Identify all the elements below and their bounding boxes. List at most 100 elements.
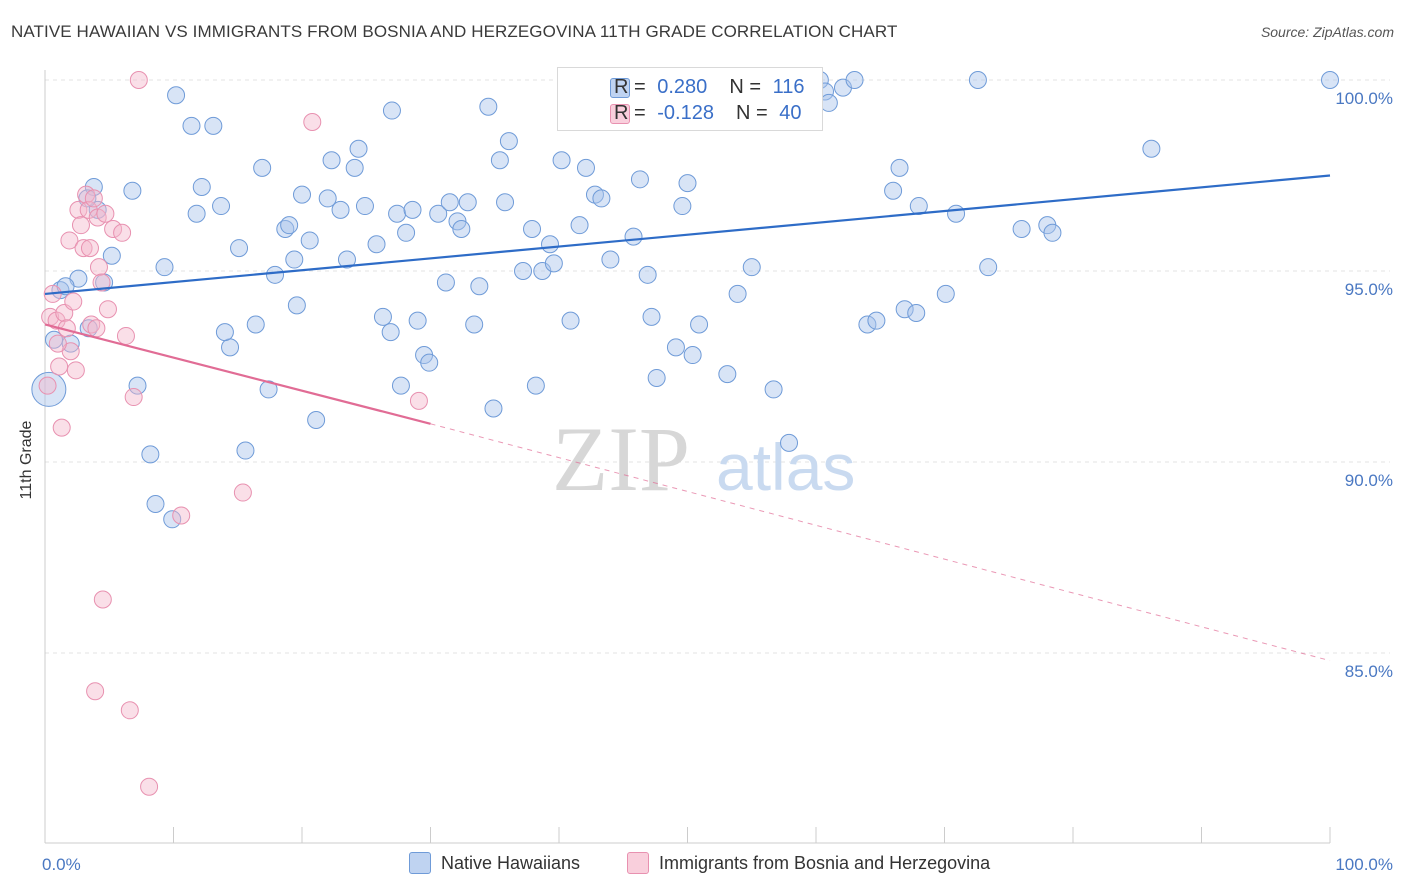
point-native-hawaiians-56 — [452, 219, 471, 238]
point-native-hawaiians-61 — [484, 399, 503, 418]
point-native-hawaiians-118 — [1043, 223, 1062, 242]
n-label-2: N = — [735, 101, 768, 124]
point-native-hawaiians-31 — [285, 250, 304, 269]
point-native-hawaiians-9 — [102, 246, 121, 265]
point-native-hawaiians-69 — [541, 235, 560, 254]
point-native-hawaiians-24 — [236, 441, 255, 460]
correlation-legend-box: R = 0.280 N = 116 R = -0.128 N = 40 — [557, 67, 823, 131]
point-native-hawaiians-106 — [867, 311, 886, 330]
point-native-hawaiians-86 — [666, 338, 685, 357]
x-tick-label-0: 0.0% — [42, 855, 81, 874]
point-immigrants-bosnia-10 — [64, 292, 83, 311]
trend-line-immigrants-bosnia — [44, 323, 431, 425]
point-native-hawaiians-57 — [458, 193, 477, 212]
point-immigrants-bosnia-0 — [38, 376, 57, 395]
point-native-hawaiians-80 — [624, 227, 643, 246]
point-native-hawaiians-105 — [858, 315, 877, 334]
point-native-hawaiians-74 — [576, 158, 595, 177]
point-native-hawaiians-82 — [638, 265, 657, 284]
point-native-hawaiians-46 — [391, 376, 410, 395]
point-native-hawaiians-104 — [845, 71, 864, 89]
r-label-2: R = — [614, 101, 646, 124]
point-native-hawaiians-48 — [403, 200, 422, 219]
point-immigrants-bosnia-26 — [96, 204, 115, 223]
chart-title: NATIVE HAWAIIAN VS IMMIGRANTS FROM BOSNI… — [11, 22, 898, 41]
point-immigrants-bosnia-19 — [84, 189, 103, 208]
point-native-hawaiians-73 — [570, 216, 589, 235]
point-immigrants-bosnia-32 — [124, 388, 143, 407]
point-native-hawaiians-76 — [592, 189, 611, 208]
watermark-zip: ZIP — [552, 408, 690, 510]
point-native-hawaiians-71 — [552, 151, 571, 170]
n-value-1: 116 — [772, 75, 805, 98]
point-immigrants-bosnia-33 — [129, 71, 148, 89]
point-native-hawaiians-42 — [367, 235, 386, 254]
y-tick-label-3: 85.0% — [1345, 662, 1393, 681]
point-immigrants-bosnia-8 — [60, 231, 79, 250]
point-native-hawaiians-125 — [382, 101, 401, 120]
y-tick-label-0: 100.0% — [1335, 89, 1393, 108]
point-native-hawaiians-44 — [381, 323, 400, 342]
grid-lines — [45, 79, 1390, 654]
point-native-hawaiians-25 — [246, 315, 265, 334]
point-native-hawaiians-64 — [499, 132, 518, 151]
bottom-legend: Native Hawaiians Immigrants from Bosnia … — [0, 850, 1406, 880]
point-native-hawaiians-88 — [678, 174, 697, 193]
point-native-hawaiians-89 — [683, 346, 702, 365]
point-native-hawaiians-123 — [215, 323, 234, 342]
point-native-hawaiians-84 — [647, 368, 666, 387]
point-native-hawaiians-11 — [128, 376, 147, 395]
point-native-hawaiians-113 — [947, 204, 966, 223]
point-native-hawaiians-114 — [968, 71, 987, 89]
point-native-hawaiians-34 — [307, 410, 326, 429]
watermark-atlas: atlas — [716, 430, 855, 504]
point-native-hawaiians-30 — [280, 216, 299, 235]
r-value-2: -0.128 — [657, 101, 714, 124]
point-native-hawaiians-52 — [429, 204, 448, 223]
point-native-hawaiians-87 — [673, 197, 692, 216]
point-native-hawaiians-116 — [1012, 219, 1031, 238]
point-immigrants-bosnia-3 — [47, 311, 66, 330]
point-native-hawaiians-83 — [642, 307, 661, 326]
point-native-hawaiians-58 — [465, 315, 484, 334]
point-immigrants-bosnia-37 — [303, 113, 322, 132]
point-native-hawaiians-111 — [909, 197, 928, 216]
watermark: ZIP atlas — [552, 408, 855, 510]
point-native-hawaiians-40 — [349, 139, 368, 158]
y-axis-label: 11th Grade — [18, 420, 35, 499]
point-native-hawaiians-65 — [514, 262, 533, 280]
series-immigrants-bosnia — [38, 71, 428, 796]
point-native-hawaiians-15 — [163, 510, 182, 529]
point-native-hawaiians-108 — [890, 158, 909, 177]
r-label-1: R = — [614, 75, 646, 98]
point-native-hawaiians-51 — [420, 353, 439, 372]
point-immigrants-bosnia-5 — [52, 418, 71, 437]
legend-row-2-text: R = -0.128 N = 40 — [614, 100, 801, 126]
legend-swatch-pink — [610, 104, 630, 124]
point-native-hawaiians-59 — [470, 277, 489, 296]
point-native-hawaiians-90 — [690, 315, 709, 334]
point-immigrants-bosnia-14 — [74, 239, 93, 258]
legend-row-1-text: R = 0.280 N = 116 — [614, 74, 804, 100]
point-native-hawaiians-97 — [780, 433, 799, 452]
axes — [44, 70, 1331, 844]
point-native-hawaiians-110 — [907, 304, 926, 323]
point-native-hawaiians-72 — [561, 311, 580, 330]
point-native-hawaiians-81 — [630, 170, 649, 189]
point-immigrants-bosnia-11 — [66, 361, 85, 380]
point-native-hawaiians-39 — [345, 158, 364, 177]
point-immigrants-bosnia-20 — [86, 682, 105, 701]
point-native-hawaiians-27 — [259, 380, 278, 399]
point-native-hawaiians-32 — [293, 185, 311, 204]
point-native-hawaiians-62 — [490, 151, 509, 170]
point-native-hawaiians-115 — [979, 258, 998, 277]
point-native-hawaiians-37 — [331, 200, 350, 219]
point-immigrants-bosnia-12 — [69, 200, 88, 219]
point-native-hawaiians-21 — [212, 197, 231, 216]
point-native-hawaiians-47 — [397, 223, 416, 242]
point-native-hawaiians-35 — [318, 189, 337, 208]
point-immigrants-bosnia-24 — [92, 273, 111, 292]
point-immigrants-bosnia-13 — [71, 216, 90, 235]
point-native-hawaiians-41 — [355, 197, 374, 216]
